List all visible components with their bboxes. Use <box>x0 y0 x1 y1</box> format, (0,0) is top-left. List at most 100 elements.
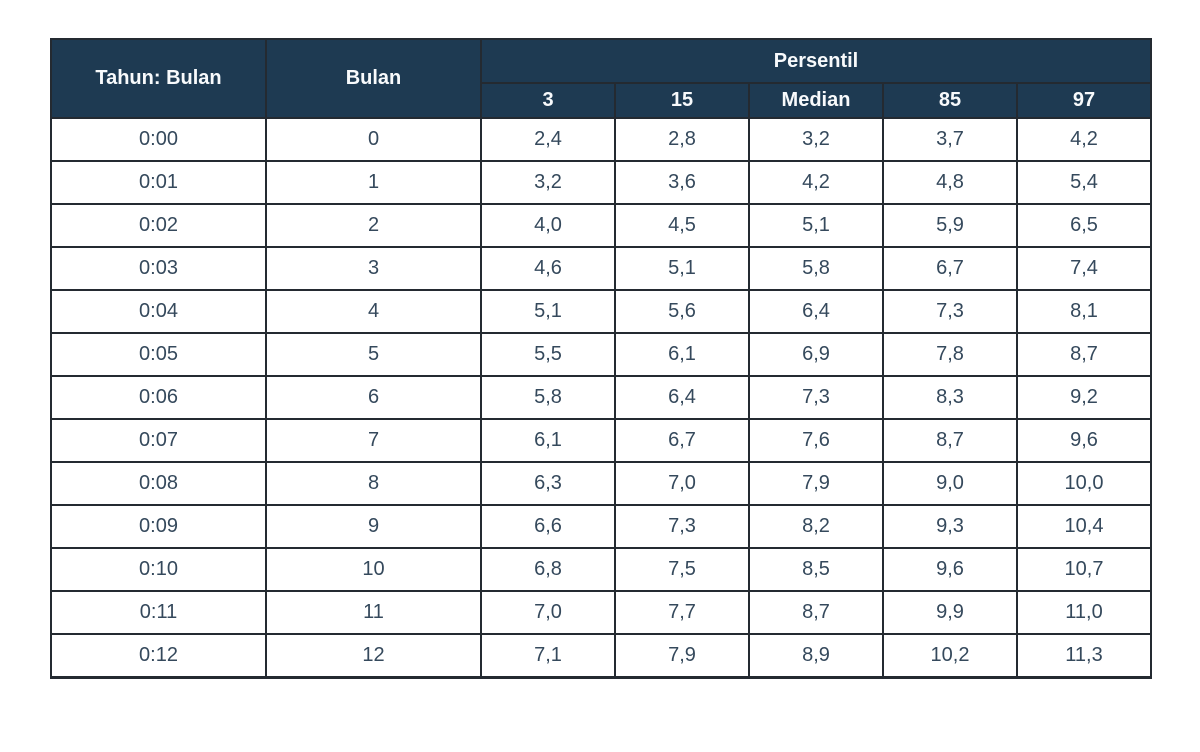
cell-tahun-bulan: 0:10 <box>50 547 267 592</box>
cell-p3: 4,6 <box>480 246 616 291</box>
cell-p97: 6,5 <box>1016 203 1152 248</box>
cell-p85: 9,6 <box>882 547 1018 592</box>
cell-p3: 7,0 <box>480 590 616 635</box>
cell-p15: 4,5 <box>614 203 750 248</box>
cell-p3: 3,2 <box>480 160 616 205</box>
cell-tahun-bulan: 0:12 <box>50 633 267 679</box>
cell-p97: 7,4 <box>1016 246 1152 291</box>
table-row: 0:01 1 3,2 3,6 4,2 4,8 5,4 <box>50 160 1152 205</box>
cell-p15: 7,7 <box>614 590 750 635</box>
cell-tahun-bulan: 0:03 <box>50 246 267 291</box>
table-row: 0:00 0 2,4 2,8 3,2 3,7 4,2 <box>50 117 1152 162</box>
cell-bulan: 0 <box>265 117 482 162</box>
header-bulan: Bulan <box>265 38 482 119</box>
cell-tahun-bulan: 0:09 <box>50 504 267 549</box>
table-row: 0:11 11 7,0 7,7 8,7 9,9 11,0 <box>50 590 1152 635</box>
cell-p97: 10,4 <box>1016 504 1152 549</box>
cell-bulan: 11 <box>265 590 482 635</box>
table-row: 0:08 8 6,3 7,0 7,9 9,0 10,0 <box>50 461 1152 506</box>
cell-p15: 6,7 <box>614 418 750 463</box>
cell-p85: 10,2 <box>882 633 1018 679</box>
cell-p97: 9,2 <box>1016 375 1152 420</box>
cell-p3: 5,1 <box>480 289 616 334</box>
cell-median: 3,2 <box>748 117 884 162</box>
header-p85: 85 <box>882 82 1018 119</box>
cell-tahun-bulan: 0:02 <box>50 203 267 248</box>
cell-p3: 5,5 <box>480 332 616 377</box>
cell-tahun-bulan: 0:04 <box>50 289 267 334</box>
table-row: 0:02 2 4,0 4,5 5,1 5,9 6,5 <box>50 203 1152 248</box>
cell-p97: 10,7 <box>1016 547 1152 592</box>
cell-p97: 8,1 <box>1016 289 1152 334</box>
header-sub-row: 3 15 Median 85 97 <box>51 82 1152 119</box>
cell-p3: 6,6 <box>480 504 616 549</box>
cell-median: 5,1 <box>748 203 884 248</box>
table-row: 0:04 4 5,1 5,6 6,4 7,3 8,1 <box>50 289 1152 334</box>
cell-median: 6,4 <box>748 289 884 334</box>
cell-p97: 4,2 <box>1016 117 1152 162</box>
cell-p85: 9,9 <box>882 590 1018 635</box>
cell-median: 4,2 <box>748 160 884 205</box>
cell-p85: 7,3 <box>882 289 1018 334</box>
cell-p97: 5,4 <box>1016 160 1152 205</box>
cell-p85: 6,7 <box>882 246 1018 291</box>
cell-tahun-bulan: 0:01 <box>50 160 267 205</box>
cell-median: 8,5 <box>748 547 884 592</box>
table-body: 0:00 0 2,4 2,8 3,2 3,7 4,2 0:01 1 3,2 3,… <box>50 117 1152 679</box>
cell-p15: 7,5 <box>614 547 750 592</box>
cell-median: 7,6 <box>748 418 884 463</box>
cell-p85: 7,8 <box>882 332 1018 377</box>
cell-p15: 3,6 <box>614 160 750 205</box>
cell-p15: 5,6 <box>614 289 750 334</box>
cell-p97: 10,0 <box>1016 461 1152 506</box>
table-row: 0:12 12 7,1 7,9 8,9 10,2 11,3 <box>50 633 1152 679</box>
header-group-row: Tahun: Bulan Bulan Persentil <box>50 38 1152 119</box>
table-row: 0:05 5 5,5 6,1 6,9 7,8 8,7 <box>50 332 1152 377</box>
table-row: 0:10 10 6,8 7,5 8,5 9,6 10,7 <box>50 547 1152 592</box>
cell-p3: 6,1 <box>480 418 616 463</box>
cell-bulan: 2 <box>265 203 482 248</box>
cell-p3: 6,8 <box>480 547 616 592</box>
cell-bulan: 10 <box>265 547 482 592</box>
header-p97: 97 <box>1016 82 1152 119</box>
cell-bulan: 7 <box>265 418 482 463</box>
cell-p85: 9,0 <box>882 461 1018 506</box>
header-median: Median <box>748 82 884 119</box>
cell-p97: 11,3 <box>1016 633 1152 679</box>
cell-median: 5,8 <box>748 246 884 291</box>
cell-p3: 2,4 <box>480 117 616 162</box>
cell-p3: 4,0 <box>480 203 616 248</box>
table-row: 0:03 3 4,6 5,1 5,8 6,7 7,4 <box>50 246 1152 291</box>
cell-bulan: 5 <box>265 332 482 377</box>
cell-p3: 7,1 <box>480 633 616 679</box>
cell-median: 8,9 <box>748 633 884 679</box>
cell-median: 6,9 <box>748 332 884 377</box>
header-p15: 15 <box>614 82 750 119</box>
cell-tahun-bulan: 0:08 <box>50 461 267 506</box>
table-row: 0:06 6 5,8 6,4 7,3 8,3 9,2 <box>50 375 1152 420</box>
cell-p15: 6,4 <box>614 375 750 420</box>
cell-p15: 5,1 <box>614 246 750 291</box>
cell-p3: 6,3 <box>480 461 616 506</box>
cell-bulan: 12 <box>265 633 482 679</box>
cell-p85: 8,7 <box>882 418 1018 463</box>
header-p3: 3 <box>480 82 616 119</box>
cell-median: 8,7 <box>748 590 884 635</box>
cell-p15: 6,1 <box>614 332 750 377</box>
cell-tahun-bulan: 0:07 <box>50 418 267 463</box>
cell-p85: 9,3 <box>882 504 1018 549</box>
cell-bulan: 8 <box>265 461 482 506</box>
cell-tahun-bulan: 0:11 <box>50 590 267 635</box>
cell-tahun-bulan: 0:06 <box>50 375 267 420</box>
cell-tahun-bulan: 0:05 <box>50 332 267 377</box>
table-row: 0:07 7 6,1 6,7 7,6 8,7 9,6 <box>50 418 1152 463</box>
cell-p85: 4,8 <box>882 160 1018 205</box>
cell-p97: 11,0 <box>1016 590 1152 635</box>
cell-p85: 5,9 <box>882 203 1018 248</box>
cell-p97: 9,6 <box>1016 418 1152 463</box>
table-row: 0:09 9 6,6 7,3 8,2 9,3 10,4 <box>50 504 1152 549</box>
cell-median: 7,9 <box>748 461 884 506</box>
header-persentil-group: Persentil <box>480 38 1152 84</box>
cell-median: 8,2 <box>748 504 884 549</box>
cell-bulan: 6 <box>265 375 482 420</box>
